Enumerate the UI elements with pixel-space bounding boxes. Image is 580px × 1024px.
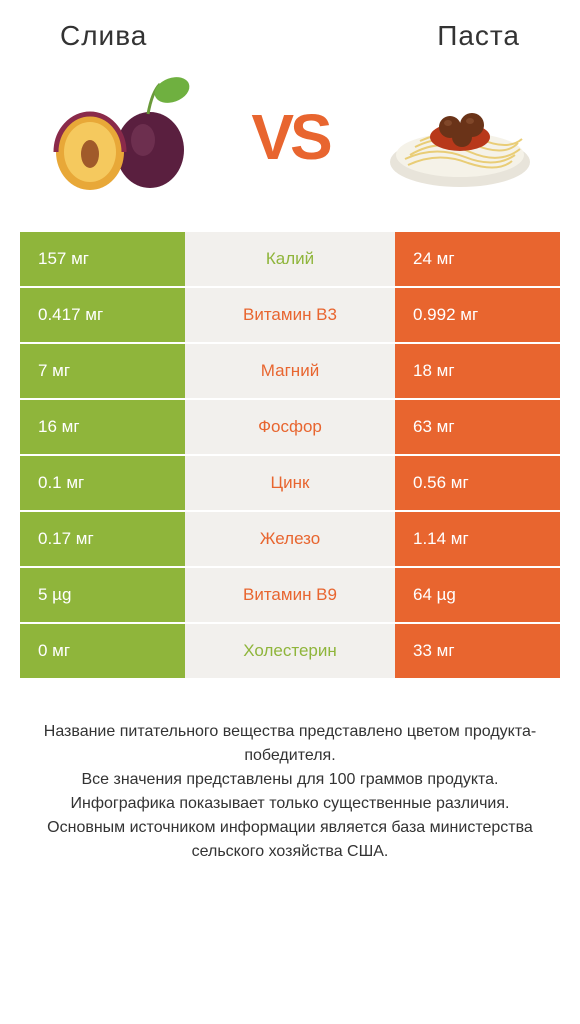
nutrient-label: Железо xyxy=(185,512,395,566)
right-product-title: Паста xyxy=(437,20,520,52)
right-value: 0.992 мг xyxy=(395,288,560,342)
left-value: 157 мг xyxy=(20,232,185,286)
nutrient-label: Калий xyxy=(185,232,395,286)
left-value: 0.17 мг xyxy=(20,512,185,566)
right-value: 33 мг xyxy=(395,624,560,678)
footer-line: Основным источником информации является … xyxy=(20,816,560,864)
nutrient-row: 7 мгМагний18 мг xyxy=(20,344,560,400)
right-value: 1.14 мг xyxy=(395,512,560,566)
plum-image xyxy=(40,72,200,202)
nutrient-label: Холестерин xyxy=(185,624,395,678)
pasta-image xyxy=(380,72,540,202)
right-value: 64 µg xyxy=(395,568,560,622)
left-value: 0 мг xyxy=(20,624,185,678)
footer-line: Название питательного вещества представл… xyxy=(20,720,560,768)
left-value: 7 мг xyxy=(20,344,185,398)
nutrient-row: 157 мгКалий24 мг xyxy=(20,232,560,288)
nutrient-label: Магний xyxy=(185,344,395,398)
right-value: 0.56 мг xyxy=(395,456,560,510)
right-value: 24 мг xyxy=(395,232,560,286)
left-product-title: Слива xyxy=(60,20,147,52)
footer-line: Все значения представлены для 100 граммо… xyxy=(20,768,560,792)
left-value: 0.1 мг xyxy=(20,456,185,510)
nutrient-row: 0.1 мгЦинк0.56 мг xyxy=(20,456,560,512)
left-value: 16 мг xyxy=(20,400,185,454)
nutrient-label: Фосфор xyxy=(185,400,395,454)
footer-line: Инфографика показывает только существенн… xyxy=(20,792,560,816)
hero-row: VS xyxy=(0,62,580,232)
left-value: 5 µg xyxy=(20,568,185,622)
footer-notes: Название питательного вещества представл… xyxy=(0,680,580,864)
header: Слива Паста xyxy=(0,0,580,62)
nutrient-label: Витамин B3 xyxy=(185,288,395,342)
nutrient-label: Витамин B9 xyxy=(185,568,395,622)
right-value: 18 мг xyxy=(395,344,560,398)
left-value: 0.417 мг xyxy=(20,288,185,342)
vs-label: VS xyxy=(251,100,328,174)
nutrient-row: 0 мгХолестерин33 мг xyxy=(20,624,560,680)
nutrient-row: 16 мгФосфор63 мг xyxy=(20,400,560,456)
nutrient-row: 0.17 мгЖелезо1.14 мг xyxy=(20,512,560,568)
nutrient-row: 0.417 мгВитамин B30.992 мг xyxy=(20,288,560,344)
right-value: 63 мг xyxy=(395,400,560,454)
nutrient-label: Цинк xyxy=(185,456,395,510)
nutrient-row: 5 µgВитамин B964 µg xyxy=(20,568,560,624)
nutrient-table: 157 мгКалий24 мг0.417 мгВитамин B30.992 … xyxy=(20,232,560,680)
